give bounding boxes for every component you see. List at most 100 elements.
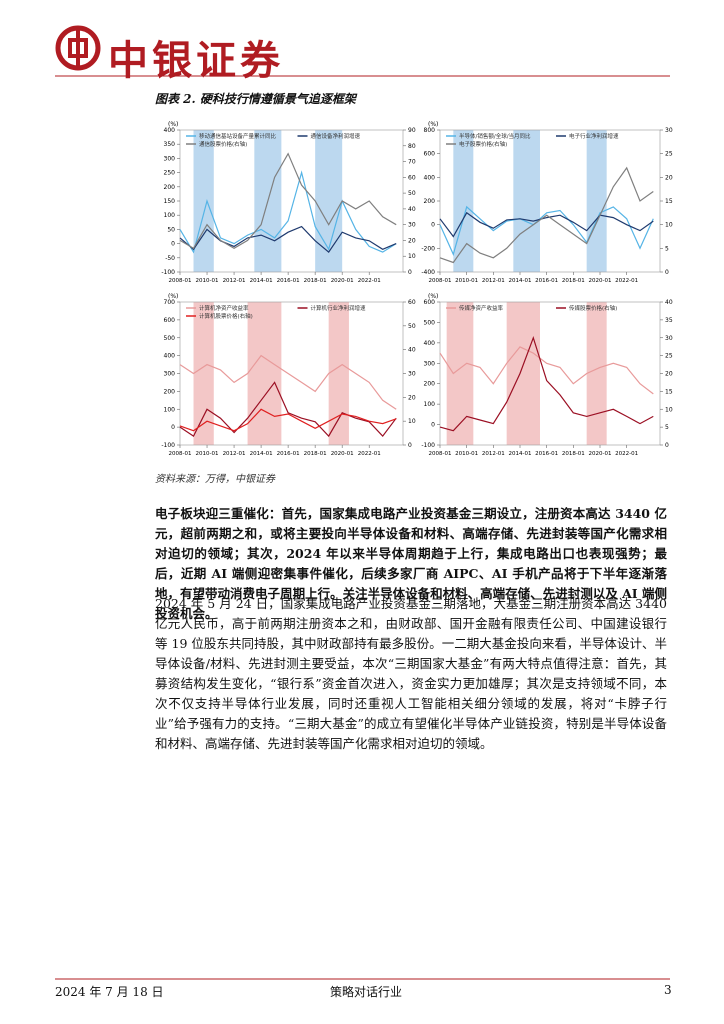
shaded-period [193,130,214,272]
shaded-period [328,302,349,445]
x-tick-label: 2020-01 [331,451,354,457]
y-tick-label: -100 [161,442,175,449]
y2-tick-label: 30 [408,222,416,229]
shaded-period [247,302,282,445]
y-tick-label: 700 [164,299,176,306]
y2-tick-label: 40 [408,206,416,213]
y2-tick-label: 70 [408,159,416,166]
y2-tick-label: 30 [665,335,673,342]
x-tick-label: 2010-01 [455,278,478,284]
x-tick-label: 2016-01 [277,278,300,284]
y-tick-label: 200 [164,388,176,395]
series-line [179,225,397,253]
y-tick-label: 300 [164,371,176,378]
y-tick-label: -200 [421,245,435,252]
y2-tick-label: 5 [665,245,669,252]
x-tick-label: 2014-01 [250,451,273,457]
y2-tick-label: 35 [665,317,673,324]
x-tick-label: 2020-01 [589,451,612,457]
x-tick-label: 2016-01 [535,451,558,457]
x-tick-label: 2012-01 [223,451,246,457]
y-tick-label: 400 [164,127,176,134]
y-tick-label: 0 [171,424,175,431]
footer-section: 策略对话行业 [330,985,403,999]
y-tick-label: -400 [421,269,435,276]
x-tick-label: 2016-01 [277,451,300,457]
shaded-period [315,130,343,272]
y-tick-label: 300 [164,155,176,162]
series-line [179,381,397,438]
y2-tick-label: 25 [665,151,673,158]
series-line [439,205,654,257]
y2-tick-label: 60 [408,174,416,181]
y-tick-label: -50 [165,255,175,262]
x-tick-label: 2018-01 [304,451,327,457]
footer-page: 3 [664,983,672,997]
y2-tick-label: 0 [408,269,412,276]
legend-label: 通信设备净利润增速 [311,132,361,140]
y2-tick-label: 20 [408,394,416,401]
y2-tick-label: 15 [665,198,673,205]
series-line [439,211,654,238]
y-tick-label: 0 [431,222,435,229]
y-tick-label: 600 [424,299,436,306]
x-tick-label: 2016-01 [535,278,558,284]
series-line [179,354,397,410]
y2-tick-label: 0 [408,442,412,449]
legend-label: 电子行业净利润增速 [569,132,619,140]
y2-tick-label: 10 [665,406,673,413]
x-tick-label: 2008-01 [169,278,192,284]
legend-label: 移动通信基站设备产量累计同比 [199,132,277,140]
figure-source: 资料来源：万得，中银证券 [155,474,275,485]
x-tick-label: 2018-01 [562,278,585,284]
y2-tick-label: 0 [665,269,669,276]
y-tick-label: 200 [424,198,436,205]
footer-date: 2024 年 7 月 18 日 [55,985,164,999]
y-tick-label: 100 [164,212,176,219]
y-unit: (%) [428,121,438,128]
x-tick-label: 2008-01 [429,278,452,284]
legend-label: 传媒净资产收益率 [459,304,504,312]
legend-label: 计算机股票价格(右轴) [199,312,253,320]
y-tick-label: 400 [424,340,436,347]
y-tick-label: 100 [164,406,176,413]
x-tick-label: 2022-01 [615,278,638,284]
legend-label: 半导体/销售额/全球/当月同比 [459,132,531,140]
y2-tick-label: 90 [408,127,416,134]
y-tick-label: 600 [424,151,436,158]
x-tick-label: 2012-01 [482,451,505,457]
x-tick-label: 2020-01 [331,278,354,284]
legend-label: 计算机净资产收益率 [199,304,249,312]
legend-label: 通信股票价格(右轴) [199,140,247,148]
x-tick-label: 2012-01 [223,278,246,284]
y-tick-label: 300 [424,360,436,367]
y2-tick-label: 20 [665,371,673,378]
y2-tick-label: 10 [408,418,416,425]
y-tick-label: 0 [431,422,435,429]
y-tick-label: 500 [424,319,436,326]
y-unit: (%) [428,293,438,300]
x-tick-label: 2008-01 [169,451,192,457]
lead-paragraph: 电子板块迎三重催化：首先，国家集成电路产业投资基金三期设立，注册资本高达 344… [155,506,667,621]
x-tick-label: 2018-01 [304,278,327,284]
x-tick-label: 2012-01 [482,278,505,284]
shaded-period [193,302,214,445]
shaded-period [453,130,474,272]
legend-label: 电子股票价格(右轴) [459,140,507,148]
x-tick-label: 2018-01 [562,451,585,457]
shaded-period [586,302,607,445]
brand: 中银证券 [108,38,284,84]
y-tick-label: 50 [167,226,175,233]
shaded-period [586,130,607,272]
y2-tick-label: 25 [665,353,673,360]
shaded-period [506,302,540,445]
x-tick-label: 2014-01 [250,278,273,284]
y-tick-label: 200 [164,184,176,191]
series-line [439,166,654,264]
x-tick-label: 2022-01 [615,451,638,457]
y-tick-label: 150 [164,198,176,205]
x-tick-label: 2008-01 [429,451,452,457]
x-tick-label: 2010-01 [196,451,219,457]
